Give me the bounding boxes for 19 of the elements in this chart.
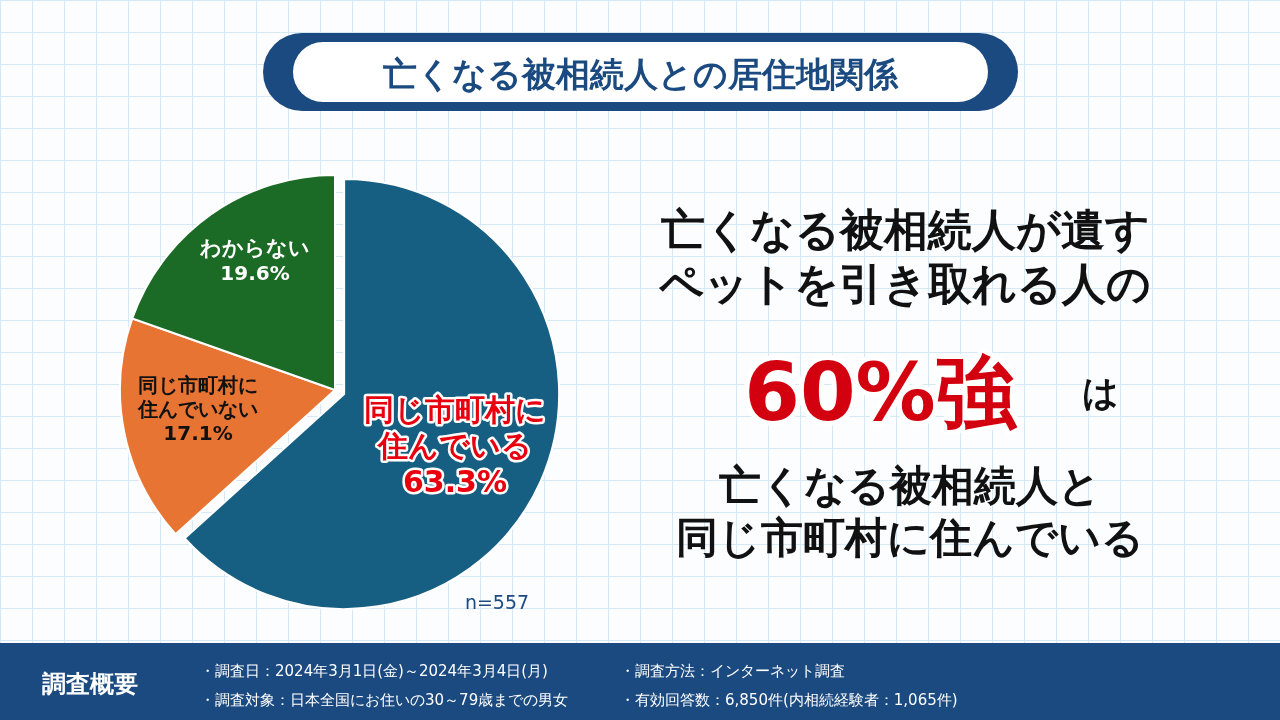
slice-label: 同じ市町村に住んでいる: [364, 392, 546, 463]
text: ペットを引き取れる人の: [658, 258, 1151, 309]
text: ・調査対象：日本全国にお住いの30～79歳までの男女: [200, 691, 569, 709]
slice-label: 同じ市町村に住んでいる: [676, 513, 1144, 562]
slice-label: 同じ市町村に住んでいない: [137, 373, 258, 421]
data-label: 17.1%: [163, 421, 233, 445]
data-label: 19.6%: [220, 261, 290, 286]
text: ・調査方法：インターネット調査: [620, 662, 845, 680]
text: ・有効回答数：6,850件(内相続経験者：1,065件): [620, 691, 958, 709]
text: 亡くなる被相続人と: [718, 461, 1101, 510]
text: 亡くなる被相続人が遺す: [660, 204, 1150, 255]
data-label: 63.3%: [402, 464, 508, 499]
text: は: [1081, 372, 1119, 413]
text: n=557: [464, 591, 530, 613]
text: ・調査日：2024年3月1日(金)～2024年3月4日(月): [200, 662, 548, 680]
slice-label: わからない: [199, 236, 310, 260]
text: 60%強: [744, 346, 1018, 439]
text: 調査概要: [42, 670, 138, 698]
chart-title: 亡くなる被相続人との居住地関係: [381, 54, 899, 94]
